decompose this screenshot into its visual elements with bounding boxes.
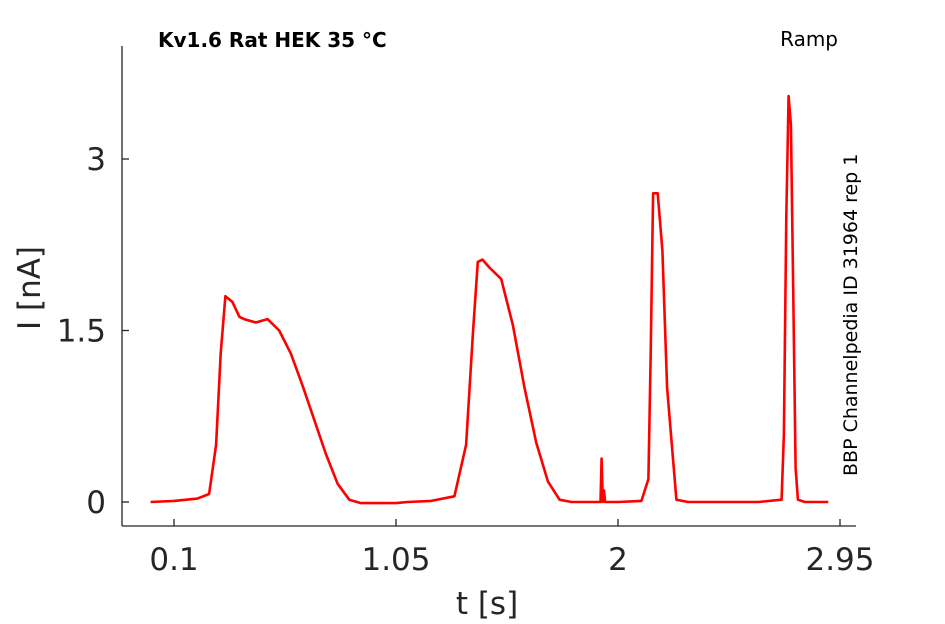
- x-tick-label: 1.05: [361, 542, 430, 578]
- axes: 0.1 1.05 2 2.95 01.53: [57, 46, 875, 578]
- y-tick-label: 3: [86, 142, 106, 178]
- source-label: BBP Channelpedia ID 31964 rep 1: [840, 154, 862, 476]
- plot-area: [150, 94, 829, 505]
- y-tick-label: 1.5: [57, 314, 106, 350]
- y-ticks: 01.53: [57, 142, 129, 521]
- y-axis-label: I [nA]: [12, 246, 48, 330]
- x-tick-label: 0.1: [149, 542, 198, 578]
- chart-title: Kv1.6 Rat HEK 35 °C: [158, 28, 387, 52]
- current-trace-line: [150, 94, 829, 505]
- protocol-label: Ramp: [780, 27, 838, 51]
- x-axis-label: t [s]: [456, 586, 518, 622]
- x-ticks: 0.1 1.05 2 2.95: [149, 519, 875, 578]
- y-tick-label: 0: [86, 485, 106, 521]
- x-tick-label: 2.95: [805, 542, 874, 578]
- x-tick-label: 2: [608, 542, 628, 578]
